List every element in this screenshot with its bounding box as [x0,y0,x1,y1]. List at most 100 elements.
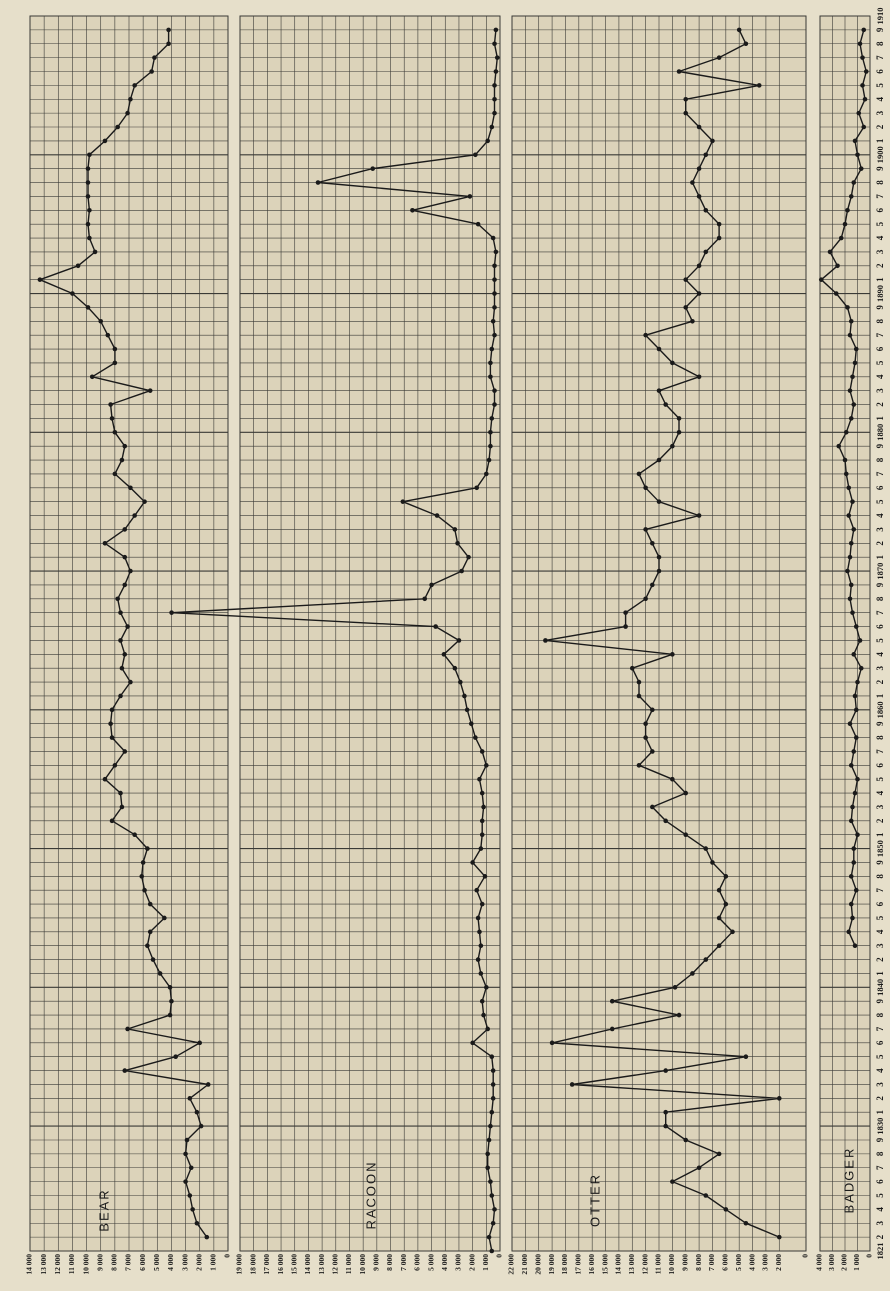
data-point [696,194,702,199]
data-point [187,1096,193,1101]
data-point [490,318,496,324]
data-point [87,235,92,241]
data-point [696,166,702,171]
y-tick-label: 2 000 [194,1254,203,1271]
year-label: 3 [875,527,885,532]
data-point [475,957,481,962]
data-point [85,166,91,171]
year-label: 2 [875,957,885,962]
y-tick-label: 7 000 [124,1254,133,1271]
data-point [670,652,675,657]
year-label: 9 [875,166,885,171]
data-point [493,69,499,74]
year-label: 7 [875,1026,885,1031]
data-point [650,582,655,588]
data-point [455,541,460,546]
data-point [488,1123,493,1129]
panel-title: OTTER [587,1173,602,1227]
year-label: 5 [875,915,885,920]
data-point [102,541,108,546]
data-point [670,1179,675,1184]
year-label: 1910 [875,8,885,25]
year-label: 4 [875,235,885,240]
year-label: 2 [875,1234,885,1239]
data-point [118,790,123,796]
year-label: 8 [875,180,885,185]
data-point [128,679,133,685]
data-point [846,929,852,935]
data-point [490,1220,496,1226]
data-point [716,1151,722,1157]
data-point [696,513,702,518]
y-tick-label: 10 000 [358,1254,367,1275]
data-point [105,332,111,338]
data-point [157,971,163,976]
data-point [703,249,709,255]
year-label: 9 [875,305,885,310]
data-point [119,804,125,810]
data-point [167,1012,173,1018]
data-point [851,860,857,865]
year-label: 9 [875,721,885,726]
data-point [716,915,722,921]
year-label: 4 [875,929,885,934]
data-point [147,929,153,935]
data-point [187,1193,193,1198]
year-label: 4 [875,790,885,795]
data-point [743,41,749,47]
data-point [858,665,864,671]
year-label: 1880 [875,424,885,441]
data-point [434,513,440,518]
year-label: 6 [875,346,885,351]
data-point [167,985,173,990]
panel-title: BADGER [841,1147,856,1214]
data-point [848,318,854,324]
data-point [845,568,850,574]
data-point [847,332,853,338]
data-point [723,901,729,907]
y-tick-label: 14 000 [614,1254,623,1275]
data-point [132,83,137,88]
data-point [730,929,735,935]
data-point [855,152,860,158]
data-point [636,693,642,699]
data-point [650,804,655,810]
data-point [855,679,860,685]
data-point [843,429,849,435]
data-point [743,1054,749,1060]
data-point [636,679,642,685]
data-point [676,416,682,421]
y-tick-label: 9 000 [95,1254,104,1271]
data-point [860,55,865,60]
year-label: 2 [875,679,885,684]
data-point [696,291,702,296]
data-point [856,110,862,116]
year-label: 6 [875,1040,885,1045]
data-point [676,1012,682,1018]
year-label: 6 [875,624,885,629]
data-point [89,374,95,380]
data-point [836,443,842,449]
data-point [458,679,463,685]
data-point [848,541,854,546]
y-tick-label: 0 [801,1254,810,1258]
data-point [710,860,715,865]
year-label: 5 [875,360,885,365]
data-point [846,485,852,491]
data-point [150,957,156,962]
year-label: 1 [875,416,885,421]
data-point [850,804,855,810]
data-point [85,180,91,185]
data-point [853,624,859,629]
data-point [85,305,91,310]
y-tick-label: 2 000 [774,1254,783,1271]
data-point [656,554,662,560]
year-label: 3 [875,1220,885,1225]
y-tick-label: 8 000 [110,1254,119,1271]
data-point [109,707,115,713]
data-point [468,721,474,726]
year-label: 8 [875,41,885,46]
data-point [145,943,150,949]
year-label: 9 [875,998,885,1003]
data-point [716,55,722,60]
